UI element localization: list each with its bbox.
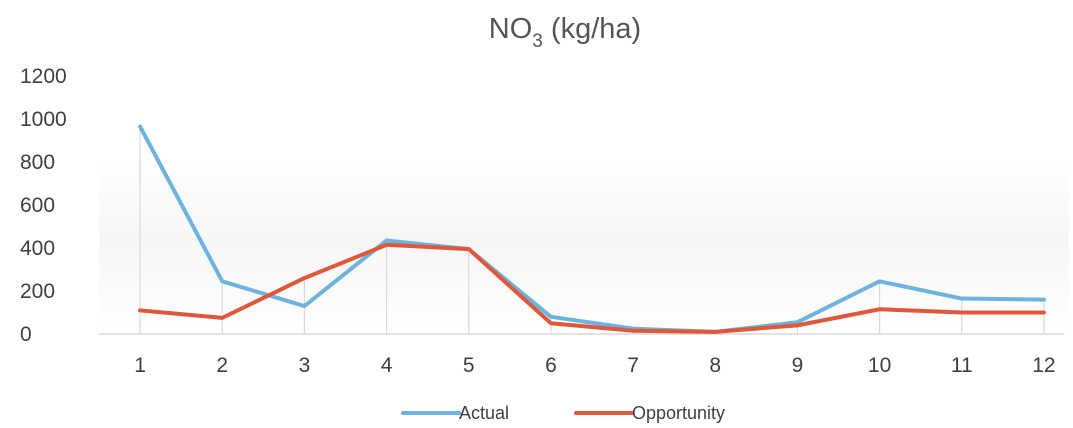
series-line-opportunity <box>138 242 1046 334</box>
y-tick-label: 1000 <box>20 108 67 131</box>
x-tick-label: 12 <box>1032 354 1055 377</box>
x-tick-label: 2 <box>216 354 228 377</box>
x-tick-label: 8 <box>709 354 721 377</box>
x-tick-label: 4 <box>381 354 393 377</box>
series-lines <box>138 124 1046 334</box>
x-axis-ticks: 1 2 3 4 5 6 7 8 9 10 11 12 <box>134 354 1055 377</box>
series-line-actual <box>138 124 1046 334</box>
y-tick-label: 200 <box>20 280 55 303</box>
y-tick-label: 400 <box>20 237 55 260</box>
x-tick-label: 11 <box>951 354 973 377</box>
x-tick-label: 5 <box>463 354 475 377</box>
y-tick-label: 0 <box>20 323 32 346</box>
x-tick-label: 9 <box>792 354 804 377</box>
x-tick-label: 7 <box>627 354 639 377</box>
x-tick-label: 1 <box>134 354 146 377</box>
y-tick-label: 800 <box>20 151 55 174</box>
legend: Actual Opportunity <box>401 403 725 423</box>
chart-title-unit: (kg/ha) <box>543 13 641 45</box>
chart-title-main: NO <box>489 13 533 45</box>
y-axis-ticks: 0 200 400 600 800 1000 1200 <box>20 65 67 346</box>
x-tick-label: 3 <box>299 354 311 377</box>
x-tick-label: 6 <box>545 354 557 377</box>
plot-area-shading <box>99 160 1069 334</box>
chart-title: NO3 (kg/ha) <box>489 13 641 52</box>
chart-title-subscript: 3 <box>532 31 543 52</box>
y-tick-label: 1200 <box>20 65 67 88</box>
y-tick-label: 600 <box>20 194 55 217</box>
legend-label-opportunity: Opportunity <box>632 403 725 423</box>
legend-label-actual: Actual <box>459 403 509 423</box>
x-tick-label: 10 <box>868 354 891 377</box>
